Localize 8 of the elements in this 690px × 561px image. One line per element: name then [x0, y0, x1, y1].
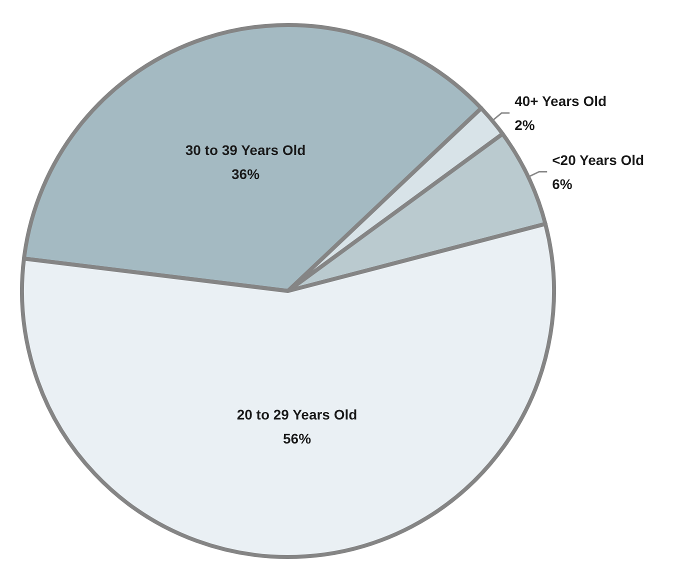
- slice-label: 30 to 39 Years Old: [185, 142, 306, 158]
- data-label: 56%: [283, 430, 312, 447]
- data-label: 6%: [552, 176, 573, 192]
- slice-label: 40+ Years Old: [514, 93, 607, 110]
- slice-label: <20 Years Old: [552, 152, 644, 168]
- slice-label: 20 to 29 Years Old: [236, 406, 358, 423]
- data-label: 2%: [514, 117, 536, 134]
- data-label: 36%: [232, 166, 260, 182]
